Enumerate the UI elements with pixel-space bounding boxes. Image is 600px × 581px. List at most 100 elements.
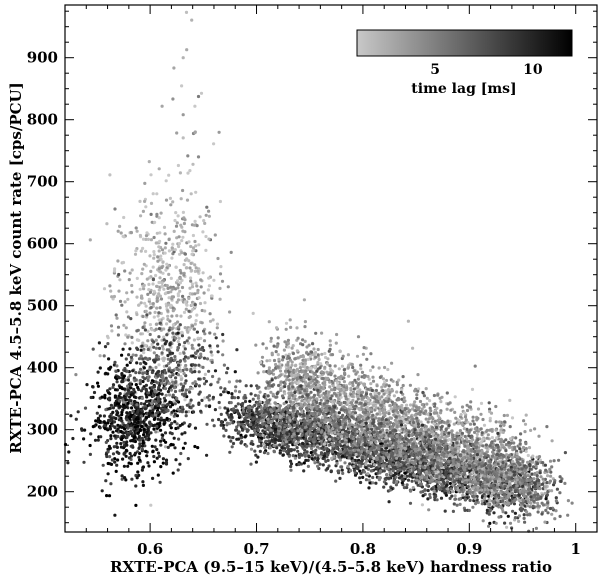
data-point (189, 276, 193, 280)
data-point (188, 386, 193, 390)
data-point (162, 359, 166, 363)
data-point (110, 295, 114, 299)
data-point (106, 421, 110, 425)
data-point (193, 239, 197, 244)
data-point (157, 385, 161, 390)
data-point (217, 400, 221, 405)
data-point (182, 297, 186, 301)
data-point (150, 328, 154, 332)
data-point (153, 399, 157, 403)
data-point (514, 436, 518, 440)
data-point (221, 339, 225, 343)
data-point (161, 457, 165, 461)
data-point (421, 494, 425, 498)
data-point (255, 423, 259, 427)
data-point (245, 428, 249, 432)
data-point (104, 371, 108, 375)
data-point (243, 399, 248, 404)
data-point (137, 357, 142, 361)
data-point (284, 327, 288, 331)
data-point (91, 425, 95, 429)
data-point (139, 402, 143, 406)
data-point (154, 438, 158, 442)
data-point (522, 516, 526, 521)
data-point (358, 476, 362, 480)
data-point (470, 387, 475, 391)
data-point (178, 351, 182, 356)
data-point (133, 451, 138, 455)
data-point (149, 306, 153, 310)
data-point (157, 280, 161, 285)
data-point (193, 426, 198, 430)
data-point (126, 384, 130, 388)
data-point (148, 421, 152, 426)
data-point (148, 323, 152, 327)
data-point (154, 346, 158, 350)
data-point (494, 420, 498, 424)
data-point (152, 345, 156, 349)
data-point (152, 289, 156, 293)
data-point (239, 436, 243, 440)
data-point (212, 424, 216, 428)
data-point (127, 420, 131, 424)
data-point (168, 423, 172, 428)
data-point (144, 237, 148, 241)
data-point (167, 249, 171, 253)
data-point (445, 483, 449, 487)
data-point (146, 427, 150, 432)
data-point (301, 441, 305, 445)
data-point (169, 285, 173, 289)
data-point (193, 356, 197, 360)
data-point (144, 249, 148, 253)
data-point (89, 432, 93, 436)
data-point (203, 396, 207, 400)
data-point (183, 398, 187, 402)
data-point (176, 214, 180, 218)
data-point (218, 199, 222, 204)
data-point (359, 367, 363, 371)
data-point (153, 310, 157, 314)
data-point (382, 485, 386, 489)
data-point (202, 291, 206, 295)
data-point (522, 513, 526, 517)
data-point (126, 401, 130, 405)
data-point (150, 342, 154, 346)
data-point (113, 388, 118, 392)
data-point (127, 461, 131, 465)
data-point (202, 376, 206, 381)
data-point (295, 437, 299, 441)
data-point (406, 478, 411, 482)
data-point (130, 335, 134, 339)
data-point (164, 198, 169, 202)
data-point (165, 379, 169, 383)
data-point (202, 356, 207, 360)
data-point (341, 454, 345, 458)
data-point (190, 268, 194, 273)
data-point (142, 360, 146, 364)
data-point (183, 431, 187, 435)
data-point (147, 425, 151, 429)
data-point (216, 344, 220, 348)
data-point (151, 449, 155, 453)
data-point (153, 220, 157, 224)
data-point (141, 371, 145, 375)
data-point (115, 441, 119, 445)
data-point (278, 443, 282, 447)
data-point (88, 238, 92, 242)
data-point (139, 367, 143, 371)
data-point (391, 379, 395, 383)
data-point (131, 409, 135, 413)
data-point (503, 521, 507, 525)
data-point (269, 339, 273, 343)
data-point (194, 190, 198, 194)
data-point (135, 476, 139, 480)
data-point (303, 453, 307, 457)
data-point (242, 424, 246, 428)
data-point (343, 445, 347, 449)
data-point (189, 279, 193, 283)
data-point (154, 327, 158, 331)
data-point (103, 423, 107, 428)
data-point (321, 463, 325, 467)
data-point (340, 364, 344, 368)
data-point (197, 363, 201, 367)
